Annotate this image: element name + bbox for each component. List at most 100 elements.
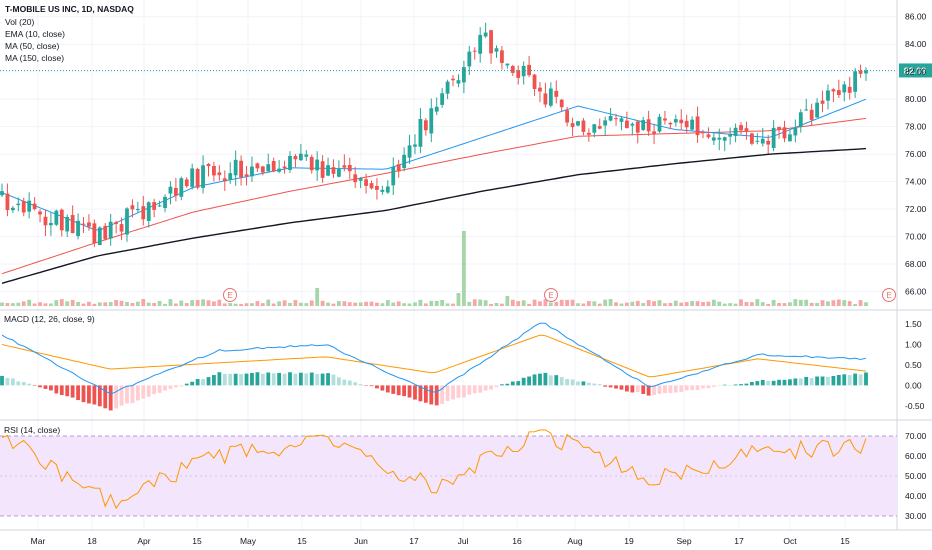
macd-histogram-bar	[331, 374, 336, 386]
candle	[733, 127, 738, 136]
candle	[293, 156, 298, 160]
volume-bar	[380, 303, 385, 306]
price-tick-label: 78.00	[905, 122, 927, 132]
volume-bar	[293, 300, 298, 306]
volume-bar	[298, 302, 303, 306]
macd-histogram-bar	[695, 385, 700, 391]
candle	[103, 225, 108, 240]
candle	[54, 210, 59, 225]
macd-histogram-bar	[304, 373, 309, 386]
candle	[233, 159, 238, 176]
volume-bar	[152, 302, 157, 306]
candle	[271, 160, 276, 172]
candle	[184, 179, 189, 187]
volume-bar	[32, 303, 37, 306]
macd-histogram-bar	[820, 376, 825, 386]
candle	[538, 87, 542, 92]
candle	[793, 127, 798, 136]
macd-histogram-bar	[521, 377, 526, 386]
candle	[135, 208, 140, 211]
volume-bar	[391, 302, 396, 306]
macd-histogram-bar	[597, 384, 602, 386]
macd-histogram-bar	[451, 385, 455, 400]
volume-bar	[255, 301, 260, 306]
earnings-marker	[882, 288, 896, 302]
macd-histogram-bar	[184, 383, 189, 386]
candle	[331, 167, 336, 174]
candle	[559, 99, 564, 108]
macd-histogram-bar	[489, 385, 493, 390]
candle	[315, 159, 320, 171]
candle	[239, 160, 243, 178]
macd-histogram-bar	[853, 373, 858, 386]
candle	[679, 119, 684, 124]
candle	[847, 86, 852, 93]
volume-bar	[282, 300, 287, 306]
candle	[505, 63, 510, 66]
volume-bar	[608, 299, 613, 306]
candle	[81, 223, 86, 225]
candle	[288, 155, 292, 170]
macd-histogram-bar	[358, 384, 363, 386]
volume-bar	[625, 302, 629, 306]
candle	[690, 119, 695, 130]
candle	[250, 166, 254, 177]
volume-bar	[358, 302, 363, 306]
candle	[108, 221, 113, 239]
macd-histogram-bar	[130, 385, 135, 404]
macd-histogram-bar	[663, 385, 667, 394]
candle	[385, 186, 390, 193]
candle	[782, 127, 787, 139]
candle	[717, 137, 722, 140]
candles-layer	[0, 22, 868, 247]
legend-ema10[interactable]: EMA (10, close)	[5, 29, 65, 39]
macd-histogram-bar	[250, 372, 254, 386]
macd-histogram-bar	[494, 385, 499, 388]
volume-bar	[749, 302, 754, 306]
candle	[92, 223, 97, 244]
macd-histogram-bar	[538, 373, 542, 386]
candle	[5, 193, 10, 211]
price-tick-label: 72.00	[905, 204, 927, 214]
legend-volume[interactable]: Vol (20)	[5, 17, 35, 27]
volume-bar	[364, 301, 368, 306]
candle	[771, 127, 776, 148]
legend-ma150[interactable]: MA (150, close)	[5, 53, 65, 63]
candle	[483, 32, 488, 37]
volume-bar	[853, 303, 858, 306]
volume-bar	[271, 303, 276, 306]
candle	[663, 118, 667, 121]
candle	[0, 191, 4, 196]
candle	[836, 90, 841, 95]
volume-bar	[233, 303, 238, 306]
volume-bar	[103, 302, 108, 306]
volume-bar	[97, 302, 102, 306]
volume-bar	[858, 300, 863, 306]
volume-bar	[244, 303, 249, 306]
volume-bar	[81, 303, 86, 306]
volume-bar	[163, 303, 167, 306]
macd-histogram-bar	[315, 373, 320, 386]
candle	[614, 118, 618, 120]
macd-histogram-bar	[179, 385, 184, 387]
candle	[309, 156, 314, 171]
macd-pane-title[interactable]: MACD (12, 26, close, 9)	[4, 314, 95, 324]
macd-histogram-bar	[728, 385, 733, 386]
volume-bar	[326, 302, 330, 306]
candle	[125, 208, 129, 235]
macd-histogram-bar	[543, 372, 548, 386]
volume-bar	[847, 301, 852, 306]
macd-histogram-bar	[217, 372, 222, 386]
candle	[298, 153, 303, 161]
volume-bar	[135, 301, 140, 306]
symbol-title: T-MOBILE US INC, 1D, NASDAQ	[5, 4, 134, 14]
price-tick-label: 76.00	[905, 149, 927, 159]
legend-ma50[interactable]: MA (50, close)	[5, 41, 60, 51]
volume-bar	[581, 303, 586, 306]
candle	[695, 116, 700, 136]
candle	[434, 106, 439, 112]
macd-histogram-bar	[255, 372, 260, 386]
rsi-pane-title[interactable]: RSI (14, close)	[4, 425, 61, 435]
macd-tick-label: -0.50	[905, 401, 925, 411]
